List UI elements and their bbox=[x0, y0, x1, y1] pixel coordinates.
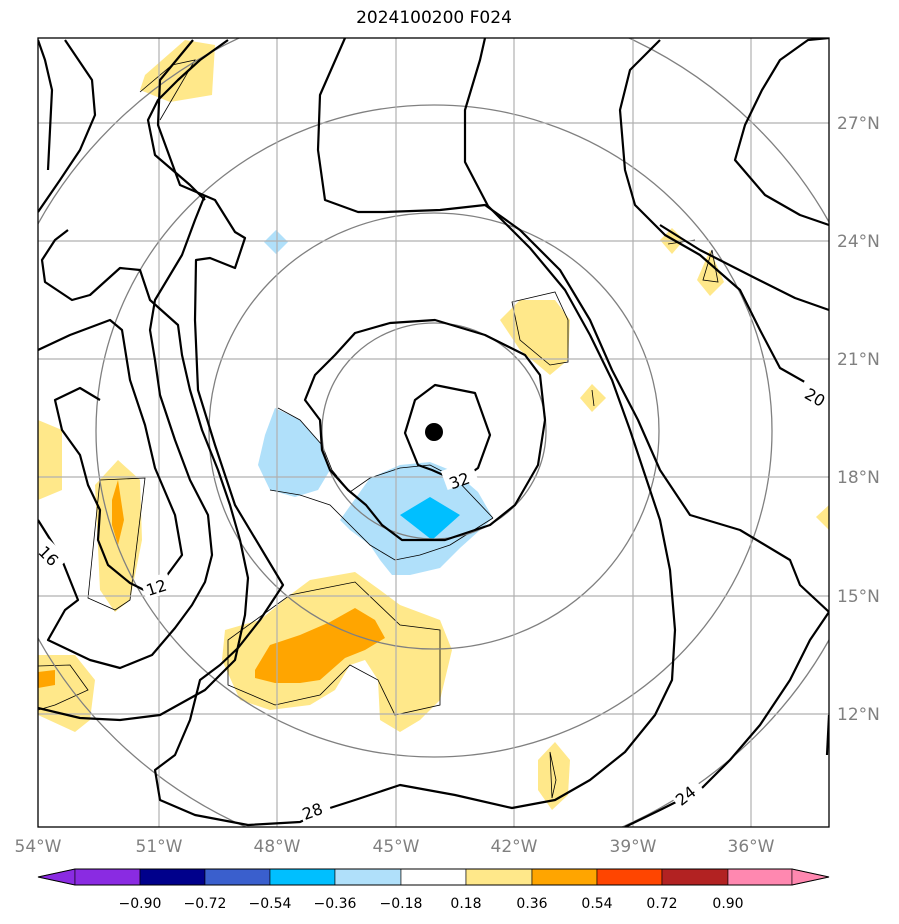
colorbar-cell bbox=[204, 868, 271, 886]
colorbar-extend-high bbox=[791, 868, 830, 886]
colorbar-tick-label: 0.72 bbox=[646, 896, 677, 912]
colorbar-cell bbox=[269, 868, 336, 886]
colorbar-tick-label: 0.90 bbox=[712, 896, 743, 912]
contour-W2 bbox=[38, 229, 250, 722]
lat-label-24n: 24°N bbox=[837, 232, 880, 252]
lon-label-51w: 51°W bbox=[136, 837, 183, 857]
contour-28 bbox=[153, 38, 677, 827]
negative-anomaly-medium bbox=[400, 497, 460, 540]
lat-label-21n: 21°N bbox=[837, 350, 880, 370]
colorbar-cell bbox=[334, 868, 402, 886]
contour-16 bbox=[38, 194, 214, 670]
lon-label-54w: 54°W bbox=[15, 837, 62, 857]
latitude-labels: 27°N 24°N 21°N 18°N 15°N 12°N bbox=[837, 114, 880, 725]
colorbar-cell bbox=[531, 868, 598, 886]
colorbar-cell bbox=[727, 868, 793, 886]
colorbar-cell bbox=[465, 868, 533, 886]
lat-label-15n: 15°N bbox=[837, 587, 880, 607]
colorbar-cell bbox=[596, 868, 663, 886]
contour-W1 bbox=[38, 39, 97, 213]
colorbar-cell bbox=[74, 868, 141, 886]
contour-32 bbox=[403, 383, 492, 480]
lat-label-27n: 27°N bbox=[837, 114, 880, 134]
colorbar-extend-low bbox=[37, 868, 76, 886]
contour-outer-a bbox=[316, 38, 829, 613]
colorbar-tick-label: 0.18 bbox=[450, 896, 481, 912]
contour-24 bbox=[624, 611, 829, 827]
longitude-labels: 54°W 51°W 48°W 45°W 42°W 39°W 36°W bbox=[15, 837, 775, 857]
lat-label-18n: 18°N bbox=[837, 468, 880, 488]
contour-20 bbox=[618, 39, 811, 386]
map-title: 2024100200 F024 bbox=[356, 8, 512, 28]
colorbar-cell bbox=[139, 868, 206, 886]
colorbar-tick-label: −0.90 bbox=[119, 896, 162, 912]
map-frame bbox=[37, 37, 830, 828]
contour-outer-b bbox=[146, 39, 229, 201]
height-contours bbox=[38, 38, 829, 827]
graticule bbox=[38, 38, 829, 827]
colorbar-tick-label: 0.54 bbox=[581, 896, 612, 912]
colorbar-tick-label: 0.36 bbox=[516, 896, 547, 912]
colorbar-cell bbox=[661, 868, 729, 886]
contour-28-inner bbox=[303, 318, 547, 542]
contour-W3 bbox=[38, 39, 54, 171]
contour-label-group: 32 20 12 16 28 24 bbox=[38, 378, 829, 825]
thin-outlines bbox=[38, 59, 719, 799]
colorbar bbox=[37, 868, 830, 886]
colorbar-tick-label: −0.72 bbox=[184, 896, 227, 912]
lat-label-12n: 12°N bbox=[837, 705, 880, 725]
lon-label-48w: 48°W bbox=[254, 837, 301, 857]
contour-NE bbox=[733, 38, 829, 227]
lon-label-45w: 45°W bbox=[373, 837, 420, 857]
colorbar-tick-label: −0.54 bbox=[249, 896, 292, 912]
lon-label-36w: 36°W bbox=[728, 837, 775, 857]
colorbar-cell bbox=[400, 868, 467, 886]
colorbar-ticks: −0.90 −0.72 −0.54 −0.36 −0.18 0.18 0.36 … bbox=[119, 896, 744, 912]
distance-rings bbox=[38, 38, 829, 827]
map-area: 32 20 12 16 28 24 bbox=[38, 38, 829, 827]
storm-center-marker bbox=[425, 423, 443, 441]
contour-NE2 bbox=[659, 224, 829, 312]
lon-label-42w: 42°W bbox=[491, 837, 538, 857]
colorbar-tick-label: −0.36 bbox=[314, 896, 357, 912]
colorbar-tick-label: −0.18 bbox=[380, 896, 423, 912]
lon-label-39w: 39°W bbox=[610, 837, 657, 857]
positive-anomaly-medium bbox=[38, 480, 385, 688]
